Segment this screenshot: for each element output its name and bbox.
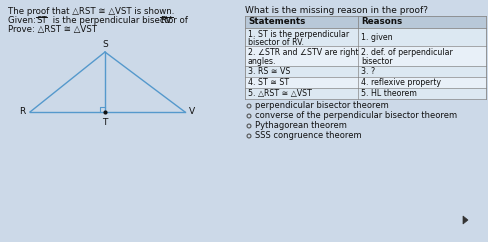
- Text: 2. def. of perpendicular: 2. def. of perpendicular: [360, 48, 451, 57]
- Text: What is the missing reason in the proof?: What is the missing reason in the proof?: [244, 6, 427, 15]
- Text: Pythagorean theorem: Pythagorean theorem: [254, 121, 346, 130]
- Text: 2. ∠STR and ∠STV are right: 2. ∠STR and ∠STV are right: [247, 48, 357, 57]
- Text: converse of the perpendicular bisector theorem: converse of the perpendicular bisector t…: [254, 112, 456, 121]
- Text: 5. △RST ≅ △VST: 5. △RST ≅ △VST: [247, 89, 311, 98]
- Bar: [244, 28, 485, 46]
- Text: 4. ST ≅ ST: 4. ST ≅ ST: [247, 78, 288, 87]
- Text: 3. RS ≅ VS: 3. RS ≅ VS: [247, 67, 289, 76]
- Text: perpendicular bisector theorem: perpendicular bisector theorem: [254, 101, 388, 111]
- Text: V: V: [189, 106, 195, 115]
- Text: Statements: Statements: [247, 17, 305, 27]
- Text: bisector: bisector: [360, 57, 391, 66]
- Text: R: R: [19, 106, 25, 115]
- Text: is the perpendicular bisector of: is the perpendicular bisector of: [50, 16, 190, 25]
- Text: Given:: Given:: [8, 16, 39, 25]
- Text: RV.: RV.: [160, 16, 173, 25]
- Text: The proof that △RST ≅ △VST is shown.: The proof that △RST ≅ △VST is shown.: [8, 7, 174, 16]
- Bar: [244, 88, 485, 99]
- Text: Reasons: Reasons: [361, 17, 402, 27]
- Text: angles.: angles.: [247, 57, 275, 66]
- Text: S: S: [102, 40, 108, 49]
- Text: 1. given: 1. given: [360, 32, 391, 41]
- Text: ST: ST: [36, 16, 47, 25]
- Bar: [244, 46, 485, 66]
- Text: 1. ST is the perpendicular: 1. ST is the perpendicular: [247, 30, 348, 39]
- Bar: [244, 77, 485, 88]
- Bar: [244, 16, 485, 28]
- Text: SSS congruence theorem: SSS congruence theorem: [254, 131, 361, 141]
- Text: bisector of RV.: bisector of RV.: [247, 38, 303, 47]
- Text: 3. ?: 3. ?: [360, 67, 374, 76]
- Text: 4. reflexive property: 4. reflexive property: [360, 78, 440, 87]
- Text: T: T: [102, 118, 107, 127]
- Polygon shape: [462, 216, 467, 224]
- Bar: [244, 66, 485, 77]
- Text: Prove: △RST ≅ △VST: Prove: △RST ≅ △VST: [8, 25, 97, 34]
- Text: 5. HL theorem: 5. HL theorem: [360, 89, 416, 98]
